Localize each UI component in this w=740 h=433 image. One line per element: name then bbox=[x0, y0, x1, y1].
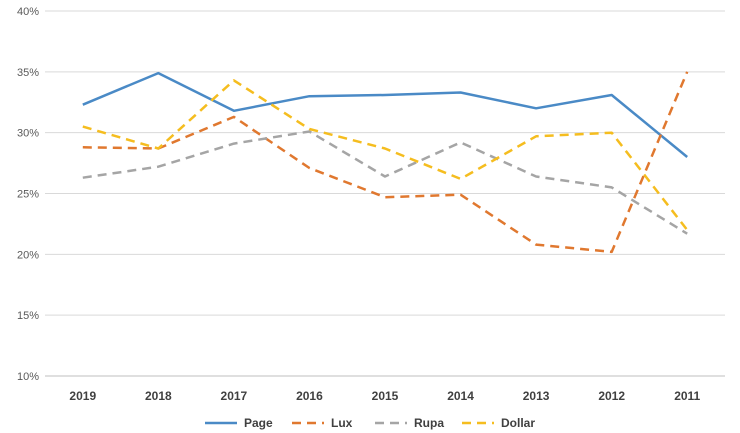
series-line-rupa bbox=[82, 130, 688, 235]
series-line-dollar bbox=[82, 79, 689, 231]
y-tick-label: 40% bbox=[17, 6, 39, 18]
x-tick-label: 2011 bbox=[674, 389, 700, 403]
x-tick-label: 2019 bbox=[69, 389, 96, 403]
y-tick-label: 35% bbox=[17, 67, 39, 79]
legend-label-dollar: Dollar bbox=[501, 416, 535, 430]
x-tick-label: 2013 bbox=[523, 389, 550, 403]
series-lines bbox=[82, 71, 689, 254]
x-tick-label: 2017 bbox=[221, 389, 248, 403]
y-tick-label: 10% bbox=[17, 371, 39, 383]
y-tick-label: 30% bbox=[17, 128, 39, 140]
x-tick-label: 2015 bbox=[372, 389, 399, 403]
gridlines bbox=[45, 10, 725, 377]
x-axis-ticks: 2019 2018 2017 2016 2015 2014 2013 2012 2011 bbox=[69, 389, 700, 403]
y-axis-ticks: 10% 15% 20% 25% 30% 35% 40% bbox=[17, 6, 39, 383]
series-line-lux bbox=[82, 71, 689, 254]
legend-label-page: Page bbox=[244, 416, 273, 430]
x-tick-label: 2018 bbox=[145, 389, 172, 403]
x-tick-label: 2014 bbox=[447, 389, 474, 403]
legend-label-rupa: Rupa bbox=[414, 416, 444, 430]
y-tick-label: 20% bbox=[17, 249, 39, 261]
x-tick-label: 2016 bbox=[296, 389, 323, 403]
y-tick-label: 15% bbox=[17, 310, 39, 322]
legend-label-lux: Lux bbox=[331, 416, 353, 430]
series-line-page bbox=[82, 71, 688, 158]
legend: Page Lux Rupa Dollar bbox=[205, 416, 535, 430]
y-tick-label: 25% bbox=[17, 189, 39, 201]
x-tick-label: 2012 bbox=[598, 389, 625, 403]
